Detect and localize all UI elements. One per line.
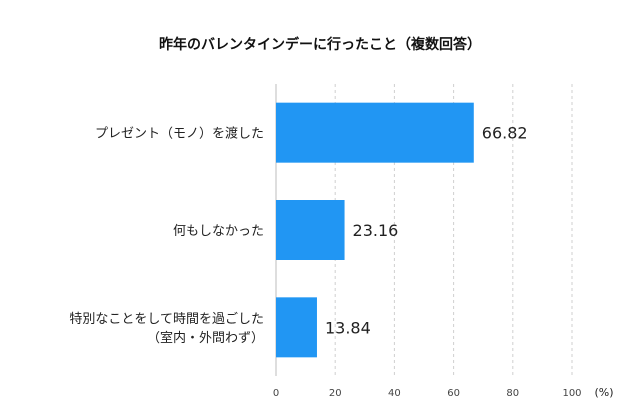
- bar: [276, 200, 345, 260]
- bar: [276, 297, 317, 358]
- bar: [276, 102, 474, 163]
- x-tick-label: 0: [273, 388, 279, 399]
- data-label: 66.82: [482, 124, 528, 143]
- x-tick-label: 60: [447, 388, 460, 399]
- data-label: 13.84: [325, 318, 371, 337]
- chart-title: 昨年のバレンタインデーに行ったこと（複数回答）: [159, 37, 481, 53]
- category-label: 特別なことをして時間を過ごした: [69, 311, 264, 327]
- x-tick-label: 100: [562, 388, 581, 399]
- category-label: （室内・外問わず）: [147, 330, 264, 346]
- x-tick-label: 40: [388, 388, 401, 399]
- category-label: プレゼント（モノ）を渡した: [95, 126, 264, 142]
- x-tick-label: 20: [329, 388, 342, 399]
- x-tick-label: 80: [506, 388, 519, 399]
- category-label: 何もしなかった: [173, 223, 264, 239]
- data-label: 23.16: [353, 221, 399, 240]
- x-unit-label: (%): [594, 386, 613, 399]
